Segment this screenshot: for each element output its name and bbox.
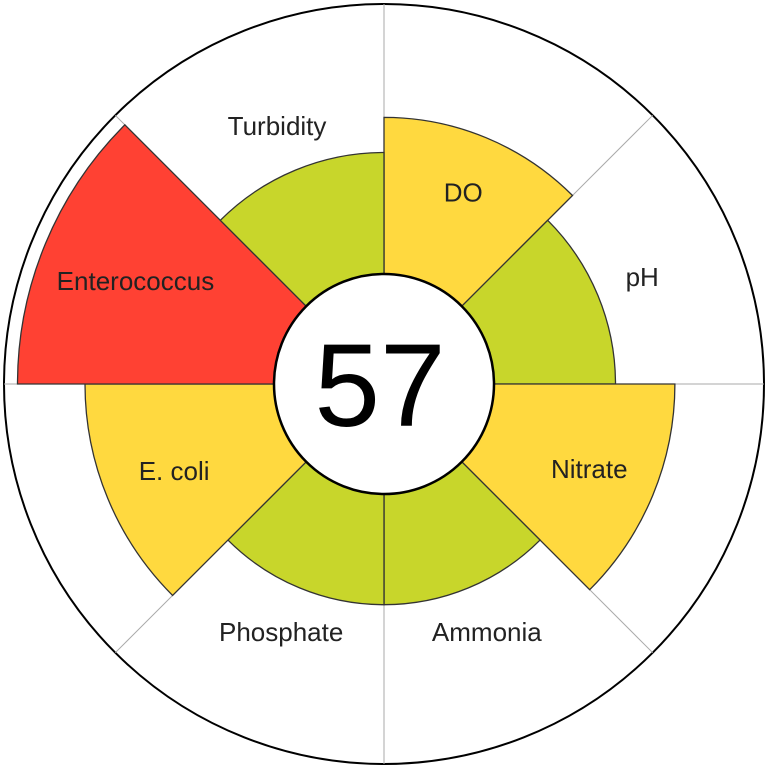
wedge-enterococcus: [16, 123, 386, 385]
label-nitrate: Nitrate: [551, 454, 628, 484]
label-enterococcus: Enterococcus: [57, 266, 215, 296]
score-value: 57: [314, 320, 445, 452]
segment-labels: DO pH Nitrate Ammonia Phosphate E. coli Entero…: [57, 111, 659, 647]
score-circle: [272, 272, 496, 496]
label-ammonia: Ammonia: [432, 617, 542, 647]
label-e-coli: E. coli: [139, 456, 210, 486]
label-phosphate: Phosphate: [219, 617, 343, 647]
segment-wedges: [16, 116, 676, 606]
label-do: DO: [444, 178, 483, 208]
label-ph: pH: [626, 262, 659, 292]
label-turbidity: Turbidity: [228, 111, 327, 141]
